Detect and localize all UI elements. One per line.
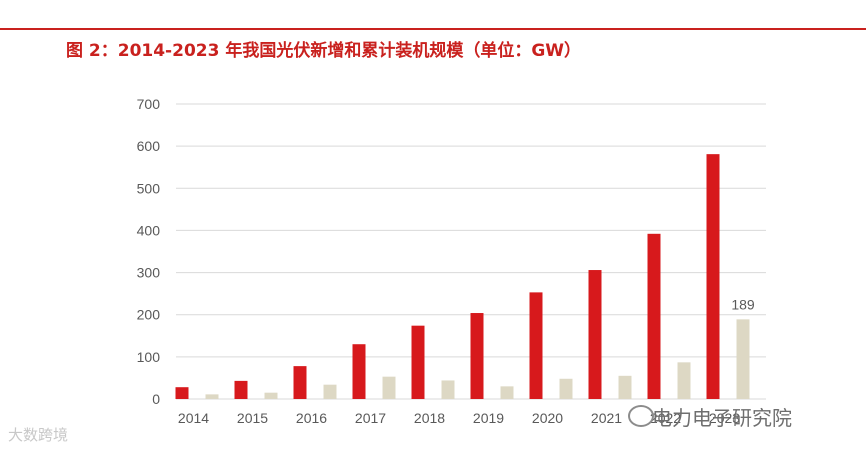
bar-cumulative-2016 xyxy=(293,366,307,399)
bar-cumulative-2017 xyxy=(352,344,366,399)
bar-cumulative-2015 xyxy=(234,380,248,399)
y-tick-label-600: 600 xyxy=(137,138,161,154)
chart-title: 图 2：2014-2023 年我国光伏新增和累计装机规模（单位：GW） xyxy=(66,41,582,61)
x-tick-label-2017: 2017 xyxy=(355,410,386,426)
x-tick-label-2016: 2016 xyxy=(296,410,327,426)
bar-cumulative-2021 xyxy=(588,270,602,399)
bar-cumulative-2019 xyxy=(470,313,484,399)
x-tick-label-2022: 2022 xyxy=(650,410,681,426)
x-tick-label-2020: 2020 xyxy=(532,410,563,426)
watermark-right: 电力电子研究院 xyxy=(652,406,792,430)
bar-new-2018 xyxy=(441,380,455,399)
bar-new-2014 xyxy=(205,394,219,399)
bar-new-2021 xyxy=(618,375,632,399)
y-tick-label-0: 0 xyxy=(152,391,160,407)
bar-new-2019 xyxy=(500,386,514,399)
y-tick-label-700: 700 xyxy=(137,96,161,112)
x-tick-label-2015: 2015 xyxy=(237,410,268,426)
bar-cumulative-2020 xyxy=(529,292,543,399)
y-tick-label-100: 100 xyxy=(137,349,161,365)
y-tick-label-500: 500 xyxy=(137,180,161,196)
bar-new-2015 xyxy=(264,392,278,399)
x-tick-label-2019: 2019 xyxy=(473,410,504,426)
x-tick-label-2014: 2014 xyxy=(178,410,209,426)
x-tick-label-2023: 2023 xyxy=(709,410,740,426)
title-rule xyxy=(0,28,866,30)
bar-cumulative-2023 xyxy=(706,154,720,399)
bar-new-2020 xyxy=(559,378,573,399)
y-tick-label-200: 200 xyxy=(137,307,161,323)
bar-new-2023 xyxy=(736,319,750,399)
y-tick-label-300: 300 xyxy=(137,265,161,281)
bar-new-2017 xyxy=(382,376,396,399)
wechat-icon xyxy=(628,405,654,427)
bar-new-2016 xyxy=(323,384,337,399)
bar-cumulative-2014 xyxy=(175,387,189,399)
x-tick-label-2021: 2021 xyxy=(591,410,622,426)
bar-cumulative-2018 xyxy=(411,325,425,399)
bar-cumulative-2022 xyxy=(647,233,661,399)
bar-new-2022 xyxy=(677,362,691,399)
watermark-left: 大数跨境 xyxy=(8,426,69,444)
y-tick-label-400: 400 xyxy=(137,222,161,238)
x-tick-label-2018: 2018 xyxy=(414,410,445,426)
data-label-0: 189 xyxy=(731,296,755,312)
